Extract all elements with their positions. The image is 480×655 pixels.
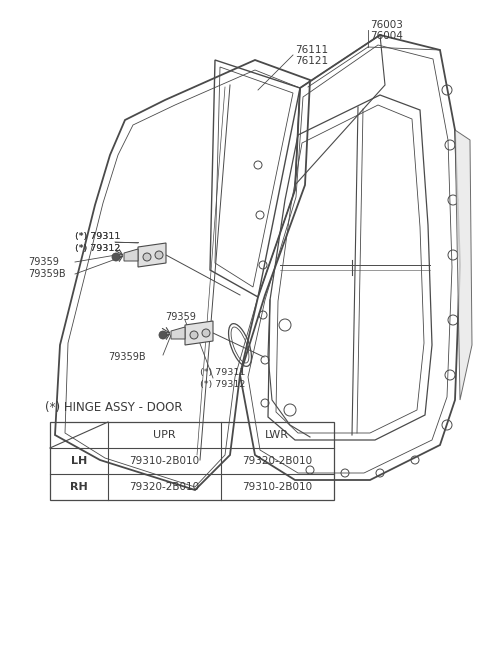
Text: 79320-2B010: 79320-2B010 xyxy=(242,456,312,466)
Text: (*) 79311: (*) 79311 xyxy=(75,233,120,242)
Circle shape xyxy=(155,251,163,259)
Text: 79320-2B010: 79320-2B010 xyxy=(129,482,199,492)
Text: 79310-2B010: 79310-2B010 xyxy=(129,456,199,466)
Circle shape xyxy=(112,253,120,261)
Text: (*) HINGE ASSY - DOOR: (*) HINGE ASSY - DOOR xyxy=(45,402,182,415)
Text: LH: LH xyxy=(71,456,87,466)
Text: (*) 79311: (*) 79311 xyxy=(200,369,245,377)
Text: (*) 79311: (*) 79311 xyxy=(75,233,120,242)
Text: LWR: LWR xyxy=(265,430,289,440)
Bar xyxy=(50,422,334,500)
Text: 76003: 76003 xyxy=(370,20,403,30)
Text: 79359B: 79359B xyxy=(108,352,145,362)
Text: 76111: 76111 xyxy=(295,45,328,55)
Text: 79359B: 79359B xyxy=(28,269,66,279)
Text: 79310-2B010: 79310-2B010 xyxy=(242,482,312,492)
Text: 79359: 79359 xyxy=(28,257,59,267)
Polygon shape xyxy=(171,327,185,339)
Text: UPR: UPR xyxy=(153,430,175,440)
Polygon shape xyxy=(138,243,166,267)
Text: 76121: 76121 xyxy=(295,56,328,66)
Polygon shape xyxy=(124,249,138,261)
Text: (*) 79312: (*) 79312 xyxy=(75,244,120,252)
Circle shape xyxy=(202,329,210,337)
Circle shape xyxy=(190,331,198,339)
Text: 79359: 79359 xyxy=(165,312,196,322)
Text: 76004: 76004 xyxy=(370,31,403,41)
Text: RH: RH xyxy=(70,482,88,492)
Polygon shape xyxy=(185,321,213,345)
Text: (*) 79312: (*) 79312 xyxy=(75,244,120,252)
Text: (*) 79312: (*) 79312 xyxy=(200,379,245,388)
Circle shape xyxy=(143,253,151,261)
Polygon shape xyxy=(455,130,472,400)
Circle shape xyxy=(159,331,167,339)
